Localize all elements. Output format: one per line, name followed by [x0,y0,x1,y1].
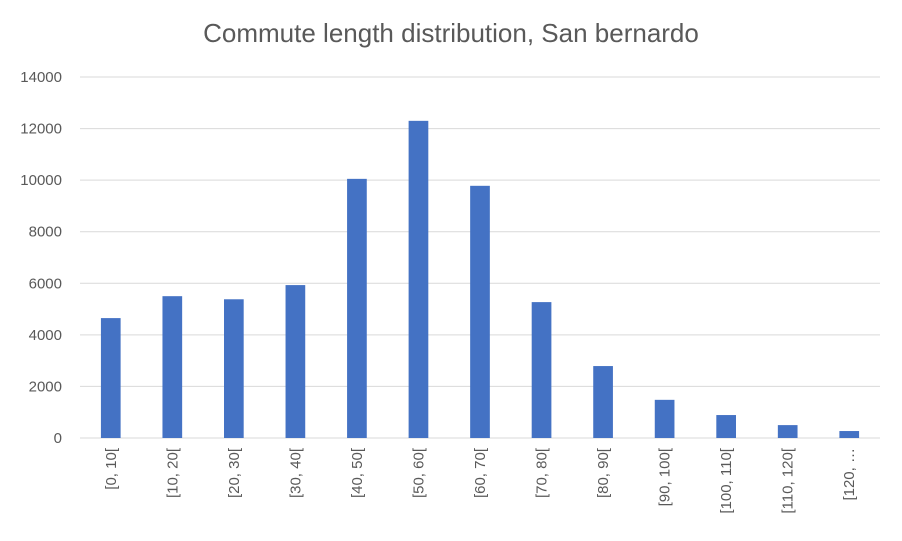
bar [162,296,183,438]
bar [408,120,429,438]
bar [224,299,244,438]
bar [839,431,860,438]
x-tick-label: [120, … [841,448,858,501]
bar [285,285,306,438]
y-tick-label: 2000 [29,378,62,395]
bar [777,425,798,438]
bar [654,399,675,438]
bar [347,178,367,438]
chart-title: Commute length distribution, San bernard… [203,18,699,48]
y-tick-label: 10000 [20,172,62,189]
bar [100,318,121,438]
y-tick-label: 6000 [29,275,62,292]
y-tick-label: 8000 [29,224,62,241]
x-tick-label: [0, 10[ [103,447,120,490]
y-tick-label: 4000 [29,327,62,344]
y-tick-label: 0 [54,430,62,447]
x-tick-label: [30, 40[ [287,447,304,498]
y-tick-label: 12000 [20,121,62,138]
bar [716,415,736,438]
y-tick-label: 14000 [20,69,62,86]
bar [470,185,490,438]
x-tick-label: [70, 80[ [534,447,551,498]
x-tick-label: [50, 60[ [410,447,427,498]
bars [100,120,860,438]
bar [531,302,552,438]
x-tick-label: [60, 70[ [472,447,489,498]
x-tick-label: [90, 100[ [657,447,674,506]
x-tick-label: [80, 90[ [595,447,612,498]
x-tick-label: [100, 110[ [718,447,735,513]
bar [593,366,613,438]
x-tick-label: [20, 30[ [226,447,243,498]
x-tick-label: [110, 120[ [780,447,797,513]
y-axis-ticks: 0 2000 4000 6000 8000 10000 12000 14000 [20,69,62,447]
x-tick-label: [40, 50[ [349,447,366,498]
x-tick-label: [10, 20[ [164,447,181,498]
x-axis-ticks: [0, 10[ [10, 20[ [20, 30[ [30, 40[ [40, 50[ [… [103,447,858,513]
